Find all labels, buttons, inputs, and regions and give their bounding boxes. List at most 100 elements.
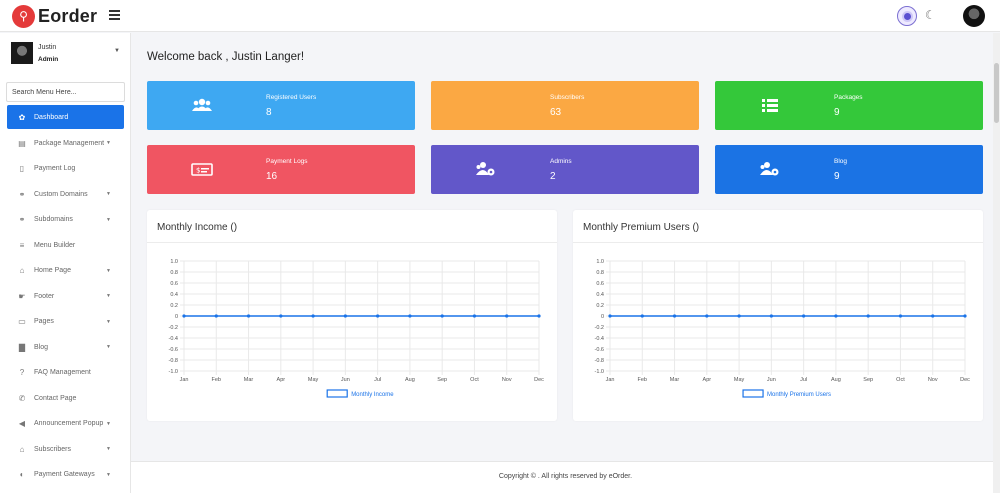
y-tick-label: -0.4 <box>169 336 178 342</box>
caret-down-icon: ▼ <box>106 216 111 223</box>
sidebar-item-payment-gateways[interactable]: ◐ Payment Gateways ▼ <box>0 462 131 488</box>
sidebar-item-announcement-popup[interactable]: ◀ Announcement Popup ▼ <box>0 411 131 437</box>
x-tick-label: Apr <box>277 377 286 383</box>
legend-swatch <box>742 389 764 398</box>
user-role: Admin <box>38 56 59 63</box>
data-point <box>505 314 509 318</box>
stat-value: 63 <box>550 107 562 118</box>
sidebar-item-menu-builder[interactable]: ≡ Menu Builder <box>0 233 131 259</box>
x-tick-label: May <box>734 377 745 383</box>
legend-label: Monthly Income <box>351 392 394 398</box>
sidebar-item-footer[interactable]: ☛ Footer ▼ <box>0 284 131 310</box>
monthly-premium-users-card: Monthly Premium Users () 1.0 0.8 0.6 0.4 0.2… <box>573 210 983 421</box>
data-point <box>963 314 967 318</box>
x-tick-label: Feb <box>212 377 221 383</box>
x-tick-label: Apr <box>703 377 712 383</box>
light-theme-icon[interactable] <box>897 6 917 26</box>
sidebar: Justin Admin ▼ ✿ Dashboard ▤ Package Manage… <box>0 33 131 493</box>
copyright-text: Copyright © . All rights reserved by eOr… <box>498 473 633 480</box>
y-tick-label: -1.0 <box>169 369 178 375</box>
data-point <box>408 314 412 318</box>
sidebar-item-contact-page[interactable]: ✆ Contact Page <box>0 386 131 412</box>
sidebar-item-label: Footer <box>34 292 55 300</box>
y-tick-label: 0 <box>175 314 178 320</box>
logo-text: Eorder <box>38 5 98 26</box>
data-point <box>769 314 773 318</box>
stat-card-packages[interactable]: Packages 9 <box>715 81 983 130</box>
data-point <box>737 314 741 318</box>
bars-icon: ≡ <box>19 240 25 250</box>
sidebar-item-label: Subscribers <box>34 445 71 453</box>
stat-label: Registered Users <box>266 94 317 101</box>
legend-label: Monthly Premium Users <box>767 392 831 398</box>
data-point <box>866 314 870 318</box>
avatar[interactable] <box>963 5 985 27</box>
stat-card-blog[interactable]: Blog 9 <box>715 145 983 194</box>
dark-theme-icon[interactable]: ☾ <box>925 8 936 22</box>
top-bar: ⚲ Eorder ☾ <box>0 0 1000 32</box>
stat-value: 9 <box>834 171 840 182</box>
y-tick-label: 0.6 <box>596 281 604 287</box>
sidebar-item-label: Announcement Popup <box>34 420 104 428</box>
stat-label: Packages <box>834 94 863 101</box>
sidebar-item-home-page[interactable]: ⌂ Home Page ▼ <box>0 258 131 284</box>
stat-card-payment-logs[interactable]: $ Payment Logs 16 <box>147 145 415 194</box>
caret-down-icon[interactable]: ▼ <box>114 48 120 54</box>
y-tick-label: 0.4 <box>596 292 604 298</box>
x-tick-label: Dec <box>960 377 970 383</box>
sidebar-item-label: Contact Page <box>34 394 77 402</box>
y-tick-label: -0.8 <box>595 358 604 364</box>
sidebar-item-label: Blog <box>34 343 49 351</box>
search-menu-input[interactable] <box>6 82 125 102</box>
caret-down-icon: ▼ <box>106 191 111 198</box>
data-point <box>537 314 541 318</box>
sidebar-item-package-management[interactable]: ▤ Package Management ▼ <box>0 131 131 157</box>
sidebar-item-subdomains[interactable]: ⚭ Subdomains ▼ <box>0 207 131 233</box>
app-logo[interactable]: ⚲ Eorder <box>12 4 97 28</box>
user-profile[interactable]: Justin Admin ▼ <box>11 42 126 68</box>
caret-down-icon: ▼ <box>106 446 111 453</box>
x-tick-label: Jan <box>180 377 189 383</box>
data-point <box>472 314 477 318</box>
palette-icon: ✿ <box>18 112 26 122</box>
fork-knife-icon: ⚲ <box>12 4 35 28</box>
home-icon: ⌂ <box>19 266 25 276</box>
data-point <box>182 314 186 318</box>
sidebar-item-dashboard[interactable]: ✿ Dashboard <box>7 105 124 129</box>
sidebar-item-payment-log[interactable]: ▯ Payment Log <box>0 156 131 182</box>
stat-card-subscribers[interactable]: Subscribers 63 <box>431 81 699 130</box>
y-tick-label: -0.2 <box>169 325 178 331</box>
sidebar-item-label: Payment Log <box>34 165 76 173</box>
x-tick-label: Feb <box>638 377 647 383</box>
footer: Copyright © . All rights reserved by eOr… <box>131 461 1000 493</box>
y-tick-label: 0 <box>601 314 604 320</box>
y-tick-label: -0.2 <box>595 325 604 331</box>
stat-card-registered-users[interactable]: Registered Users 8 <box>147 81 415 130</box>
sidebar-item-custom-domains[interactable]: ⚭ Custom Domains ▼ <box>0 182 131 208</box>
x-tick-label: Dec <box>534 377 544 383</box>
sidebar-item-pages[interactable]: ▭ Pages ▼ <box>0 309 131 335</box>
stat-card-admins[interactable]: Admins 2 <box>431 145 699 194</box>
welcome-heading: Welcome back , Justin Langer! <box>147 51 305 63</box>
hamburger-menu-icon[interactable] <box>109 10 120 20</box>
stat-value: 16 <box>266 171 278 182</box>
x-tick-label: Jul <box>374 377 381 383</box>
scrollbar[interactable] <box>993 33 1000 493</box>
document-icon: ▯ <box>19 164 25 174</box>
y-tick-label: -0.6 <box>169 347 178 353</box>
data-point <box>376 314 380 318</box>
legend-swatch <box>326 389 348 398</box>
y-tick-label: 1.0 <box>596 259 604 265</box>
sidebar-item-label: Payment Gateways <box>34 471 95 479</box>
data-point <box>898 314 903 318</box>
x-tick-label: Oct <box>470 377 479 383</box>
sidebar-item-subscribers[interactable]: ⌂ Subscribers ▼ <box>0 437 131 463</box>
subscribers-icon <box>475 96 497 114</box>
stat-label: Subscribers <box>550 94 585 101</box>
sidebar-item-blog[interactable]: ▇ Blog ▼ <box>0 335 131 361</box>
sidebar-item-faq-management[interactable]: ? FAQ Management <box>0 360 131 386</box>
y-tick-label: 0.6 <box>170 281 178 287</box>
stat-label: Admins <box>550 158 572 165</box>
